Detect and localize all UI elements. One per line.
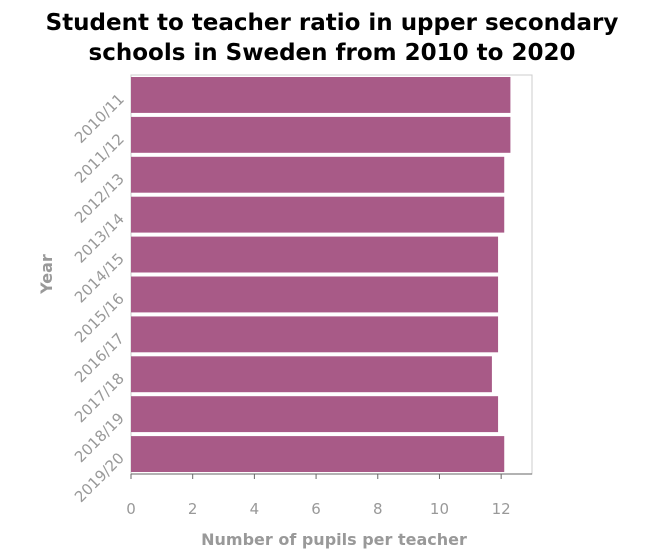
bar-2014-15 — [131, 236, 499, 273]
x-axis-title: Number of pupils per teacher — [201, 530, 467, 549]
y-axis-title: Year — [37, 254, 56, 295]
chart-title-line-2: schools in Sweden from 2010 to 2020 — [89, 40, 576, 66]
bar-2018-19 — [131, 396, 499, 433]
y-tick-labels: 2010/112011/122012/132013/142014/152015/… — [71, 90, 128, 506]
x-tick-label: 8 — [373, 500, 383, 518]
bar-2015-16 — [131, 276, 499, 313]
bar-2010-11 — [131, 77, 511, 113]
bars — [131, 77, 511, 472]
bar-2013-14 — [131, 196, 505, 233]
chart-title-line-1: Student to teacher ratio in upper second… — [46, 10, 619, 36]
x-tick-label: 10 — [430, 500, 449, 518]
bar-2012-13 — [131, 156, 505, 193]
bar-2017-18 — [131, 356, 492, 393]
x-tick-labels: 0 2 4 6 8 10 12 — [126, 474, 511, 518]
bar-2016-17 — [131, 316, 499, 353]
bar-2019-20 — [131, 436, 505, 472]
x-tick-label: 2 — [188, 500, 198, 518]
x-tick-label: 12 — [492, 500, 511, 518]
x-tick-label: 6 — [311, 500, 321, 518]
bar-2011-12 — [131, 116, 511, 153]
x-tick-label: 4 — [250, 500, 260, 518]
x-tick-label: 0 — [126, 500, 136, 518]
